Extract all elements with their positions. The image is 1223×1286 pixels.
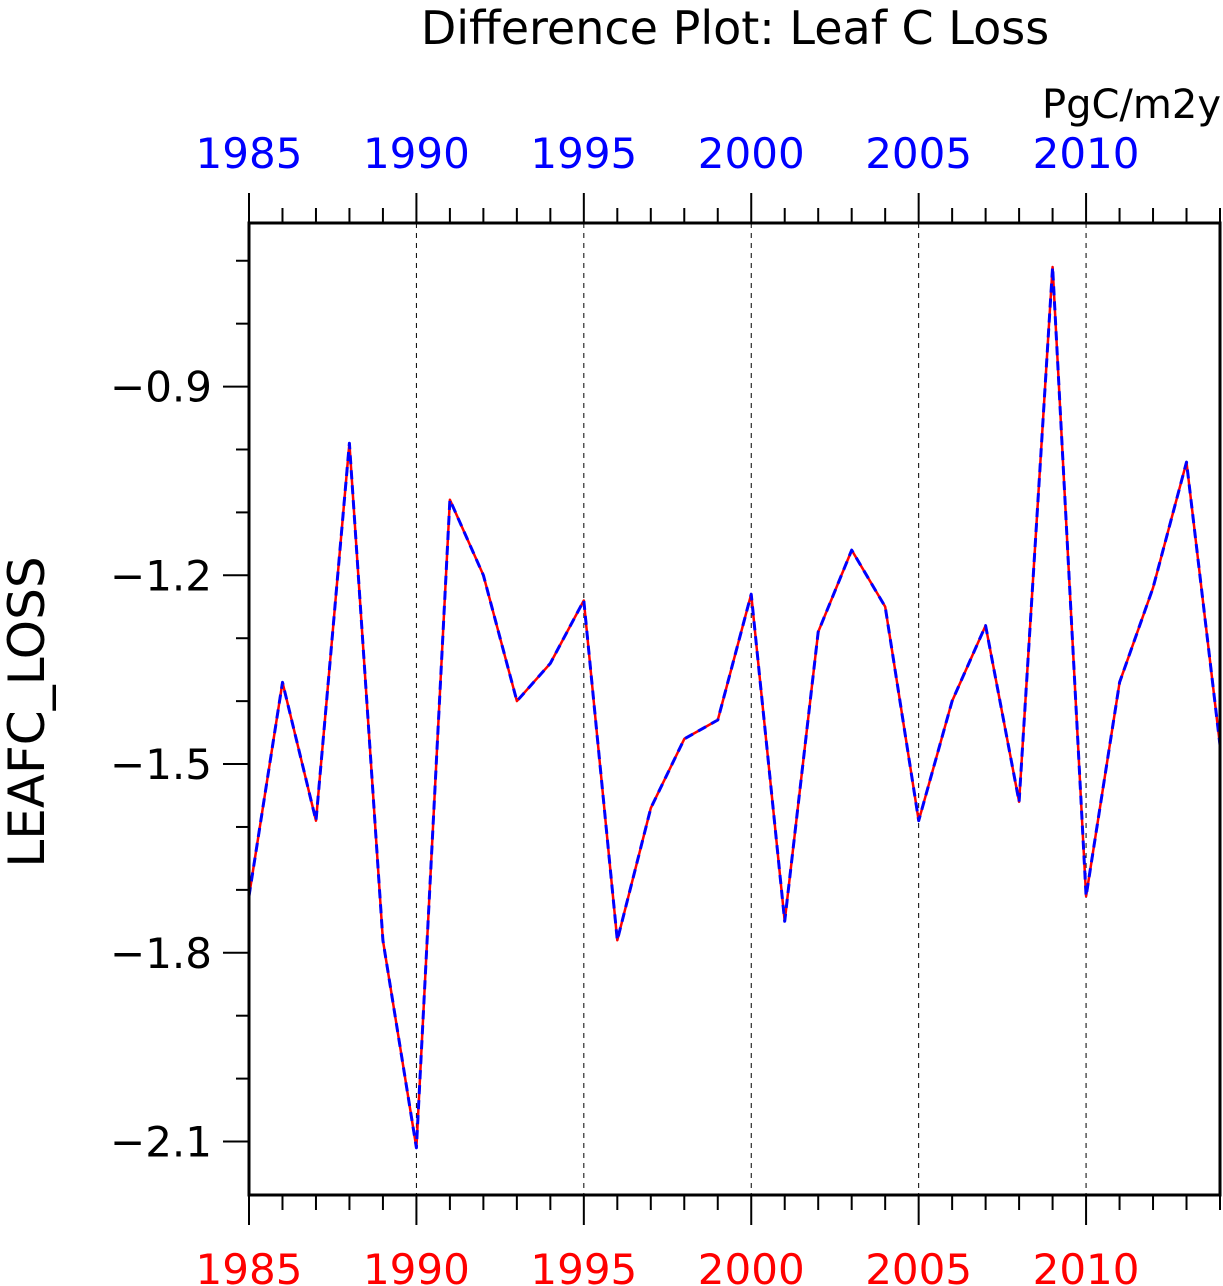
x-tick-label-bottom: 1995 [530,1245,637,1286]
tick-labels: −0.9 −1.2 −1.5 −1.8 −2.1 1985 1985 1990 1990 1995… [110,129,1140,1286]
x-tick-label-bottom: 2010 [1033,1245,1140,1286]
series-lines [247,265,1222,1150]
axes [223,193,1222,1225]
y-tick-label: −1.5 [110,740,212,789]
x-tick-label-top: 2010 [1033,129,1140,178]
x-tick-label-bottom: 2005 [865,1245,972,1286]
y-tick-label: −1.8 [110,929,212,978]
x-tick-label-bottom: 1985 [196,1245,303,1286]
x-tick-label-top: 1990 [363,129,470,178]
chart-title: Difference Plot: Leaf C Loss [421,1,1049,55]
x-tick-label-bottom: 1990 [363,1245,470,1286]
y-tick-label: −0.9 [110,363,212,412]
grid-lines [415,223,1087,1195]
series-line-dashed [247,265,1222,1150]
x-tick-label-bottom: 2000 [698,1245,805,1286]
x-tick-label-top: 2000 [698,129,805,178]
x-tick-label-top: 1995 [530,129,637,178]
y-tick-label: −1.2 [110,551,212,600]
units-label: PgC/m2y [1042,82,1221,128]
x-tick-label-top: 1985 [196,129,303,178]
plot-frame [247,221,1222,1197]
y-axis-label: LEAFC_LOSS [0,556,56,867]
y-tick-label: −2.1 [110,1118,212,1167]
x-tick-label-top: 2005 [865,129,972,178]
